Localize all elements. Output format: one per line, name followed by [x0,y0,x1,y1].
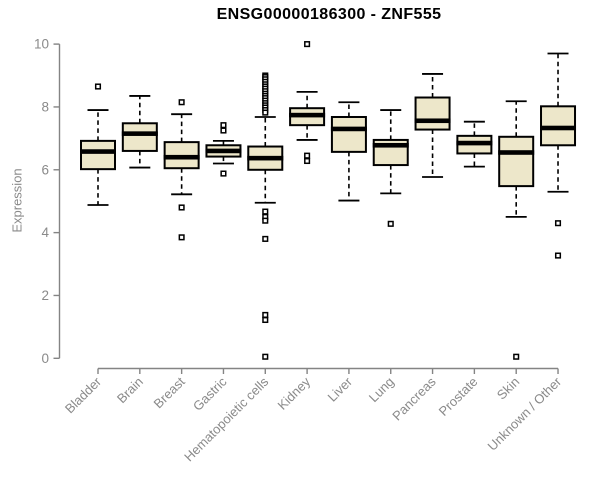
outlier-point [387,220,394,227]
x-category-label: Liver [325,374,356,405]
boxplot-gastric [205,122,242,177]
outlier-point [262,235,269,242]
boxplot-brain [121,95,158,169]
y-axis-label: Expression [9,168,25,233]
x-category-label: Skin [494,374,522,402]
boxplot-lung [372,109,409,227]
boxplot-kidney [289,41,326,165]
median-line [540,125,577,131]
iqr-box [414,96,451,131]
outlier-point [554,252,562,259]
x-category-label: Unknown / Other [485,374,565,454]
x-category-label: Kidney [275,374,314,413]
outlier-point [178,99,185,106]
iqr-box [330,115,367,153]
boxplot-hematopoietic-cells [247,72,284,360]
y-tick-label: 10 [34,37,49,52]
boxplot-liver [330,101,367,202]
y-tick-label: 8 [41,100,49,115]
outlier-point [178,234,185,241]
outlier-point [94,83,102,90]
outlier-point [304,152,311,159]
outlier-point [262,208,269,215]
boxplot-bladder [80,83,116,206]
chart-title: ENSG00000186300 - ZNF555 [216,6,442,23]
boxplot-prostate [456,120,493,168]
median-line [372,142,409,148]
outlier-point [554,220,562,227]
outlier-point [262,109,269,116]
y-tick-label: 2 [41,288,49,303]
median-line [205,148,242,154]
outlier-point [220,127,227,134]
x-category-label: Bladder [62,374,105,417]
iqr-box [80,139,116,171]
boxplot-breast [163,99,200,241]
median-line [330,126,367,132]
median-line [498,150,535,155]
median-line [247,155,284,161]
outlier-point [304,41,311,48]
median-line [163,154,200,160]
median-line [456,140,493,146]
median-line [121,131,158,136]
outlier-point [262,311,269,318]
outlier-point [304,157,311,165]
iqr-box [121,122,158,152]
x-category-label: Gastric [190,374,230,414]
iqr-box [498,135,535,188]
outlier-point [178,204,185,211]
boxplot-pancreas [414,73,451,178]
boxplot-skin [498,100,535,360]
outlier-point [220,122,227,129]
x-category-label: Brain [114,374,146,406]
median-line [289,112,326,118]
y-tick-label: 6 [41,162,49,177]
outlier-point [220,170,227,177]
boxplot-unknown-other [540,52,577,259]
median-line [80,149,116,154]
outlier-point [262,353,269,360]
y-tick-label: 4 [41,225,49,240]
outlier-point [513,353,520,360]
outlier-point [262,316,269,324]
x-category-label: Prostate [436,374,481,419]
x-category-label: Lung [366,374,397,405]
x-category-label: Breast [151,374,188,411]
x-category-label: Pancreas [389,374,439,424]
y-tick-label: 0 [41,351,49,366]
outlier-point [262,217,269,224]
median-line [414,118,451,124]
